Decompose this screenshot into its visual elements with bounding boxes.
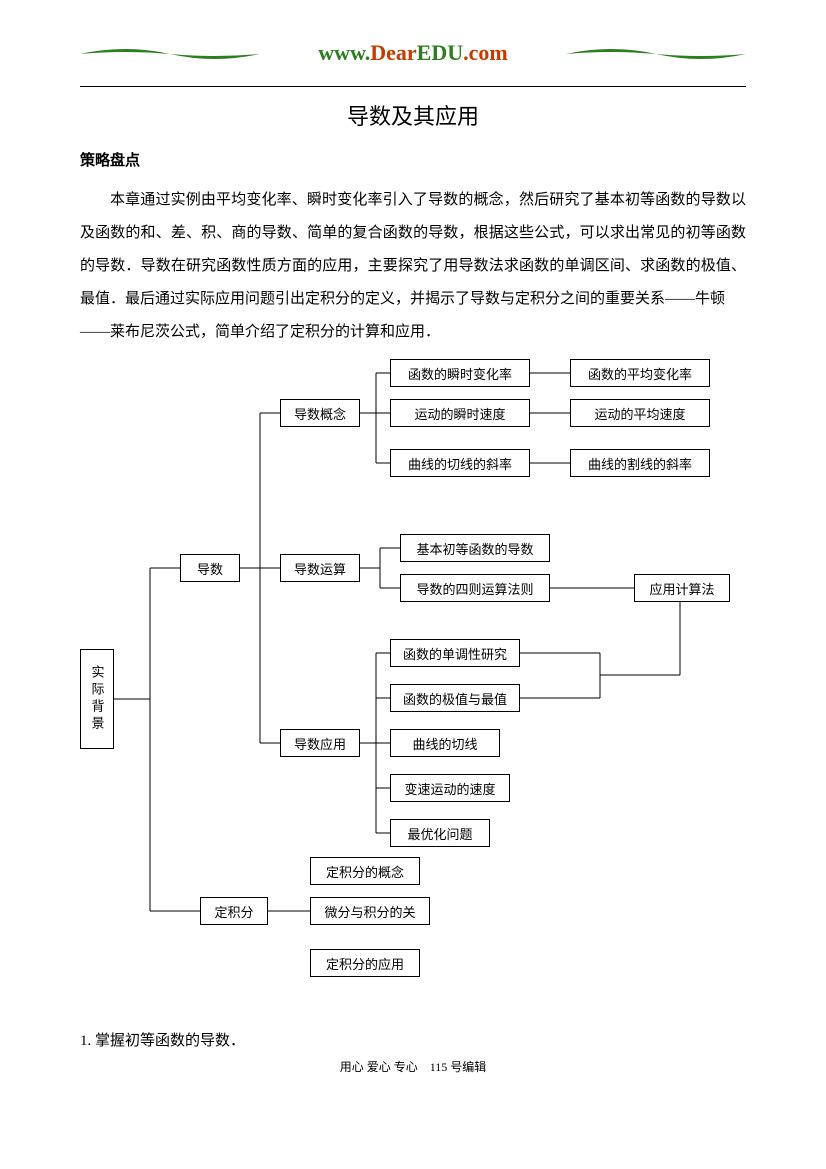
diagram-node-n-sz: 导数的四则运算法则 xyxy=(400,574,550,602)
logo-prefix: www. xyxy=(318,40,370,65)
header-divider xyxy=(80,86,746,87)
section-heading: 策略盘点 xyxy=(80,149,746,170)
diagram-node-n-wf: 微分与积分的关 xyxy=(310,897,430,925)
intro-paragraph-1: 本章通过实例由平均变化率、瞬时变化率引入了导数的概念，然后研究了基本初等函数的导… xyxy=(80,184,746,316)
diagram-node-n-qxq: 曲线的切线 xyxy=(390,729,500,757)
diagram-node-n-ds: 导数 xyxy=(180,554,240,582)
swoosh-right-icon xyxy=(566,48,746,60)
diagram-node-n-djf: 定积分 xyxy=(200,897,268,925)
diagram-node-n-ss: 函数的瞬时变化率 xyxy=(390,359,530,387)
diagram-node-n-jb: 基本初等函数的导数 xyxy=(400,534,550,562)
intro-paragraph-2: ——莱布尼茨公式，简单介绍了定积分的计算和应用． xyxy=(80,316,746,349)
concept-diagram: 实际背景 导数定积分 导数概念导数运算导数应用 函数的瞬时变化率运动的瞬时速度曲线的切… xyxy=(80,359,746,989)
diagram-node-n-djfgn: 定积分的概念 xyxy=(310,857,420,885)
page-footer: 用心 爱心 专心 115 号编辑 xyxy=(80,1058,746,1075)
diagram-node-n-djfyy: 定积分的应用 xyxy=(310,949,420,977)
logo-suffix: .com xyxy=(463,40,508,65)
diagram-node-n-jz: 函数的极值与最值 xyxy=(390,684,520,712)
page: www.DearEDU.com 导数及其应用 策略盘点 本章通过实例由平均变化率… xyxy=(0,0,826,1105)
diagram-node-n-ys: 导数运算 xyxy=(280,554,360,582)
diagram-node-n-jsf: 应用计算法 xyxy=(634,574,730,602)
diagram-node-n-zyh: 最优化问题 xyxy=(390,819,490,847)
header-banner: www.DearEDU.com xyxy=(80,40,746,76)
site-logo: www.DearEDU.com xyxy=(318,40,507,66)
page-title: 导数及其应用 xyxy=(80,99,746,131)
swoosh-left-icon xyxy=(80,48,260,60)
bottom-note: 1. 掌握初等函数的导数． xyxy=(80,1029,746,1050)
diagram-node-n-yy: 导数应用 xyxy=(280,729,360,757)
diagram-node-n-gx: 曲线的割线的斜率 xyxy=(570,449,710,477)
diagram-node-n-bg: 实际背景 xyxy=(80,649,114,749)
diagram-node-n-sd: 运动的瞬时速度 xyxy=(390,399,530,427)
diagram-node-n-gn: 导数概念 xyxy=(280,399,360,427)
diagram-node-n-pjsd: 运动的平均速度 xyxy=(570,399,710,427)
logo-edu: EDU xyxy=(417,40,463,65)
diagram-node-n-qx: 曲线的切线的斜率 xyxy=(390,449,530,477)
diagram-node-n-pj: 函数的平均变化率 xyxy=(570,359,710,387)
logo-mid: Dear xyxy=(370,40,416,65)
diagram-node-n-bs: 变速运动的速度 xyxy=(390,774,510,802)
diagram-node-n-dd: 函数的单调性研究 xyxy=(390,639,520,667)
